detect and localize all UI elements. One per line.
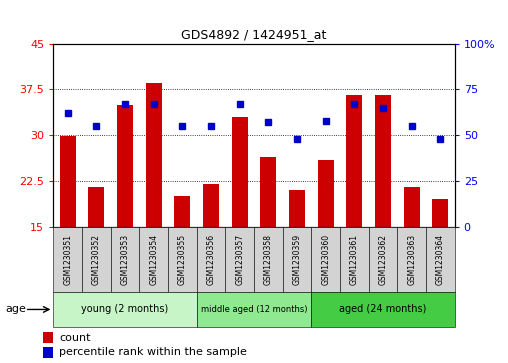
Text: GSM1230357: GSM1230357	[235, 234, 244, 285]
Text: GSM1230354: GSM1230354	[149, 234, 158, 285]
Bar	[311, 227, 340, 292]
Text: GSM1230363: GSM1230363	[407, 234, 416, 285]
Bar	[404, 187, 420, 227]
Text: age: age	[5, 305, 26, 314]
Text: percentile rank within the sample: percentile rank within the sample	[59, 347, 247, 358]
Text: GSM1230351: GSM1230351	[63, 234, 72, 285]
Bar	[53, 227, 82, 292]
Bar	[60, 136, 76, 227]
Text: GSM1230356: GSM1230356	[206, 234, 215, 285]
Bar	[289, 190, 305, 227]
Text: GSM1230358: GSM1230358	[264, 234, 273, 285]
Text: GSM1230364: GSM1230364	[436, 234, 445, 285]
Text: GSM1230355: GSM1230355	[178, 234, 187, 285]
Bar	[174, 196, 190, 227]
Bar	[53, 292, 197, 327]
Text: GSM1230353: GSM1230353	[120, 234, 130, 285]
Bar	[369, 227, 397, 292]
Bar	[111, 227, 139, 292]
Bar	[226, 227, 254, 292]
Bar	[117, 105, 133, 227]
Text: GSM1230352: GSM1230352	[92, 234, 101, 285]
Text: aged (24 months): aged (24 months)	[339, 305, 427, 314]
Bar	[432, 199, 448, 227]
Bar	[168, 227, 197, 292]
Bar	[197, 292, 311, 327]
Bar	[232, 117, 247, 227]
Bar	[426, 227, 455, 292]
Bar	[318, 160, 334, 227]
Title: GDS4892 / 1424951_at: GDS4892 / 1424951_at	[181, 28, 327, 41]
Bar	[397, 227, 426, 292]
Text: middle aged (12 months): middle aged (12 months)	[201, 305, 307, 314]
Bar	[88, 187, 104, 227]
Text: count: count	[59, 333, 91, 343]
Bar	[82, 227, 111, 292]
Bar	[375, 95, 391, 227]
Text: GSM1230359: GSM1230359	[293, 234, 302, 285]
Text: GSM1230362: GSM1230362	[378, 234, 388, 285]
Bar	[146, 83, 162, 227]
Bar	[203, 184, 219, 227]
Bar	[43, 333, 53, 343]
Text: GSM1230360: GSM1230360	[321, 234, 330, 285]
Bar	[340, 227, 369, 292]
Text: young (2 months): young (2 months)	[81, 305, 169, 314]
Bar	[261, 156, 276, 227]
Bar	[43, 347, 53, 358]
Bar	[139, 227, 168, 292]
Bar	[254, 227, 282, 292]
Text: GSM1230361: GSM1230361	[350, 234, 359, 285]
Bar	[282, 227, 311, 292]
Bar	[197, 227, 226, 292]
Bar	[346, 95, 362, 227]
Bar	[311, 292, 455, 327]
